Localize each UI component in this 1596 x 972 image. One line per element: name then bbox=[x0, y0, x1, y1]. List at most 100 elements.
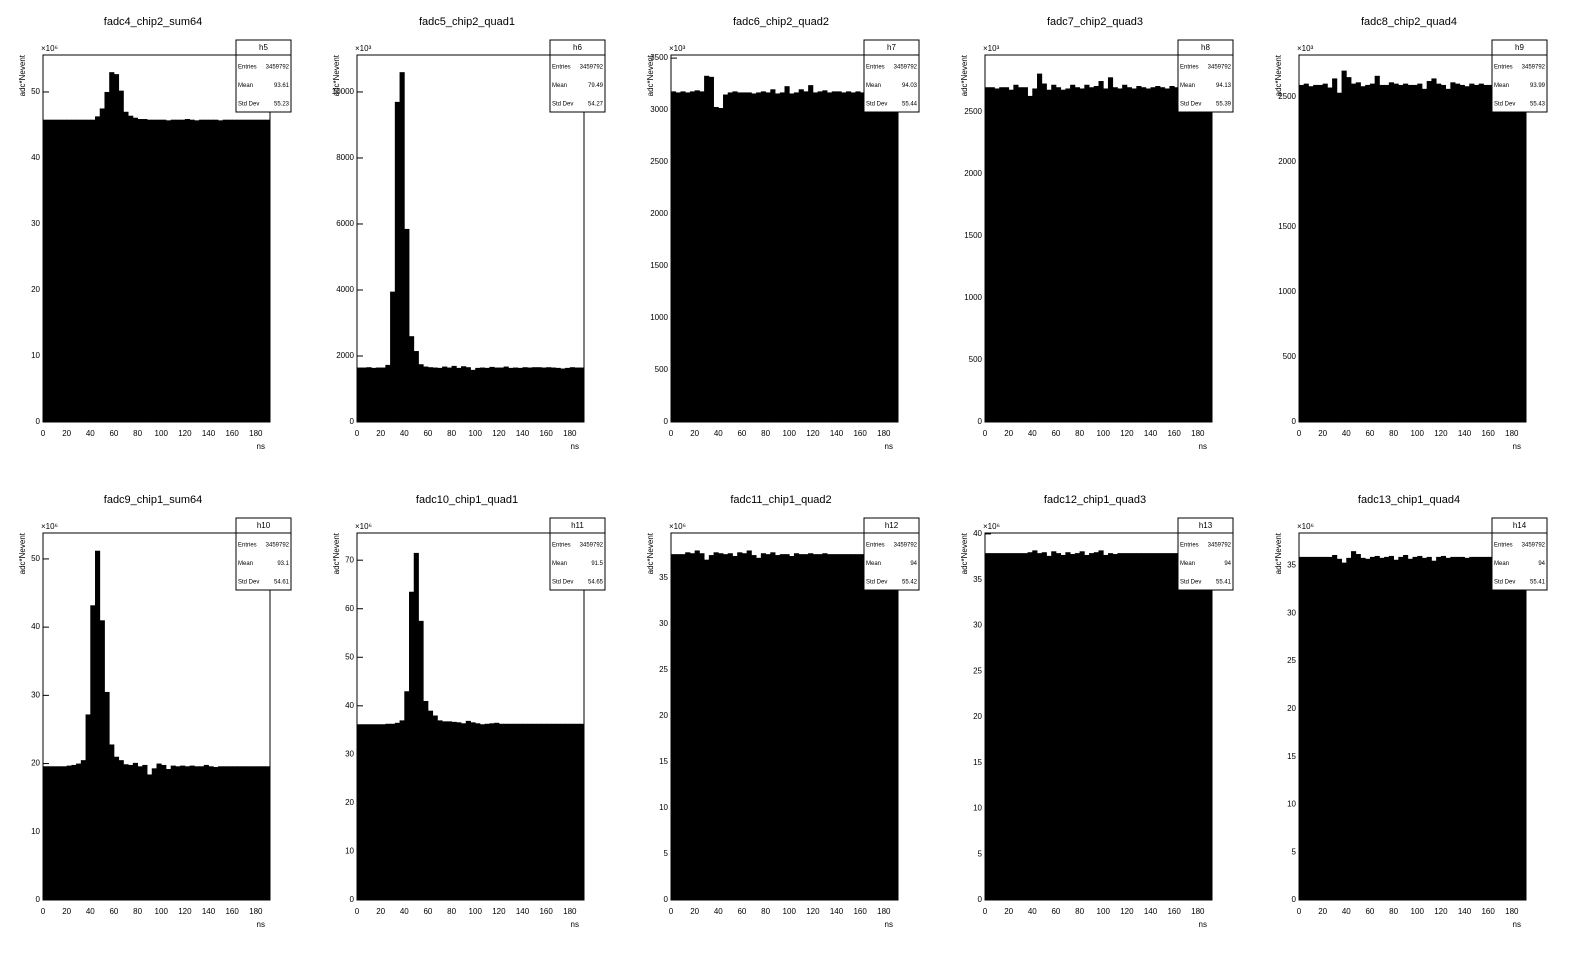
stats-label: Std Dev bbox=[238, 580, 259, 586]
x-tick-label: 0 bbox=[1297, 907, 1302, 916]
stats-label: Mean bbox=[1494, 561, 1509, 567]
histogram-bar bbox=[1074, 553, 1080, 900]
histogram-bar bbox=[147, 119, 153, 423]
histogram-bar bbox=[137, 766, 143, 900]
histogram-bar bbox=[1164, 553, 1170, 900]
histogram-bar bbox=[399, 720, 405, 900]
histogram-bar bbox=[498, 723, 505, 900]
histogram-bar bbox=[784, 86, 790, 422]
histogram-bar bbox=[151, 119, 157, 423]
y-tick-label: 10 bbox=[345, 847, 354, 856]
histogram-bar bbox=[841, 554, 847, 900]
histogram-bar bbox=[1183, 88, 1189, 422]
histogram-bar bbox=[1079, 551, 1085, 900]
y-axis-label: adc*Nevent bbox=[1274, 54, 1283, 96]
y-tick-label: 1500 bbox=[1278, 222, 1296, 231]
histogram-bar bbox=[531, 367, 538, 422]
stats-box bbox=[1491, 39, 1548, 113]
histogram-bar bbox=[1379, 84, 1385, 423]
stats-label: Std Dev bbox=[552, 580, 573, 586]
histogram-bar bbox=[1388, 82, 1394, 423]
histogram-bar bbox=[1492, 556, 1499, 900]
histogram-bar bbox=[1145, 553, 1151, 900]
histogram-bar bbox=[437, 367, 443, 422]
histogram-bar bbox=[1174, 87, 1180, 423]
histogram-bar bbox=[465, 720, 471, 900]
histogram-bar bbox=[1341, 562, 1347, 900]
histogram-bar bbox=[489, 723, 495, 900]
histogram-bar bbox=[723, 554, 729, 900]
y-tick-label: 10 bbox=[1287, 800, 1296, 809]
histogram-bar bbox=[52, 766, 58, 900]
histogram-bar bbox=[798, 554, 804, 900]
histogram-bar bbox=[879, 554, 885, 900]
histogram-bar bbox=[737, 92, 743, 422]
histogram-bar bbox=[869, 554, 875, 900]
histogram-bar bbox=[827, 554, 833, 900]
histogram-bar bbox=[1393, 83, 1399, 423]
y-tick-label: 5 bbox=[1292, 847, 1297, 856]
x-tick-label: 160 bbox=[1167, 429, 1181, 438]
histogram-bar bbox=[104, 691, 110, 900]
histogram-bar bbox=[793, 92, 800, 422]
histogram-bar bbox=[994, 553, 1000, 900]
stats-box bbox=[235, 39, 292, 113]
histogram-bar bbox=[123, 111, 129, 423]
stats-value: 3459792 bbox=[1522, 65, 1546, 71]
histogram-bar bbox=[1488, 556, 1494, 900]
histogram-bar bbox=[1136, 85, 1142, 423]
histogram-bar bbox=[1041, 83, 1047, 422]
histogram-bar bbox=[1141, 87, 1147, 423]
histogram-bar bbox=[404, 691, 410, 900]
histogram-bar bbox=[1327, 556, 1333, 900]
histogram-bar bbox=[536, 367, 542, 422]
histogram-bar bbox=[1117, 553, 1123, 900]
y-multiplier: ×10⁶ bbox=[983, 522, 1000, 531]
stats-box bbox=[1177, 517, 1234, 591]
stats-name: h9 bbox=[1515, 43, 1524, 52]
histogram-bar bbox=[375, 367, 382, 422]
histogram-bar bbox=[1407, 558, 1413, 900]
y-tick-label: 25 bbox=[973, 666, 982, 675]
x-tick-label: 100 bbox=[469, 429, 483, 438]
histogram-bar bbox=[803, 91, 809, 423]
histogram-bar bbox=[1089, 87, 1095, 423]
histogram-bar bbox=[1497, 556, 1503, 900]
histogram-bar bbox=[1516, 84, 1522, 423]
histogram-bar bbox=[569, 367, 575, 422]
y-tick-label: 25 bbox=[659, 665, 668, 674]
histogram-bar bbox=[508, 367, 514, 422]
x-tick-label: 80 bbox=[133, 429, 142, 438]
x-tick-label: 120 bbox=[1434, 907, 1448, 916]
histogram-bar bbox=[170, 119, 176, 423]
x-tick-label: 180 bbox=[563, 429, 577, 438]
histogram-bar bbox=[1065, 552, 1071, 900]
stats-value: 94.13 bbox=[1216, 83, 1232, 89]
histogram-bar bbox=[1431, 560, 1437, 900]
histogram-bar bbox=[527, 367, 533, 422]
histogram-bar bbox=[1521, 556, 1527, 900]
y-multiplier: ×10⁶ bbox=[1297, 522, 1314, 531]
stats-box bbox=[1177, 39, 1234, 113]
histogram-bar bbox=[265, 119, 271, 423]
histogram-bar bbox=[536, 723, 542, 900]
histogram-bar bbox=[142, 119, 148, 422]
histogram-bar bbox=[1450, 556, 1456, 900]
histogram-bar bbox=[1018, 553, 1024, 900]
stats-value: 3459792 bbox=[266, 543, 290, 549]
histogram-bar bbox=[1188, 553, 1194, 900]
histogram-bar bbox=[246, 119, 252, 423]
histogram-bar bbox=[541, 723, 547, 900]
y-tick-label: 20 bbox=[1287, 704, 1296, 713]
histogram-bar bbox=[1202, 553, 1208, 900]
x-tick-label: 140 bbox=[1144, 907, 1158, 916]
histogram-bar bbox=[255, 119, 261, 423]
histogram-bar bbox=[442, 721, 448, 900]
x-tick-label: 40 bbox=[714, 907, 723, 916]
histogram-bar bbox=[371, 367, 377, 422]
histogram-bar bbox=[361, 367, 367, 422]
histogram-bar bbox=[822, 90, 828, 422]
x-tick-label: 60 bbox=[737, 429, 746, 438]
histogram-bar bbox=[61, 119, 68, 423]
histogram-bar bbox=[1169, 553, 1175, 900]
